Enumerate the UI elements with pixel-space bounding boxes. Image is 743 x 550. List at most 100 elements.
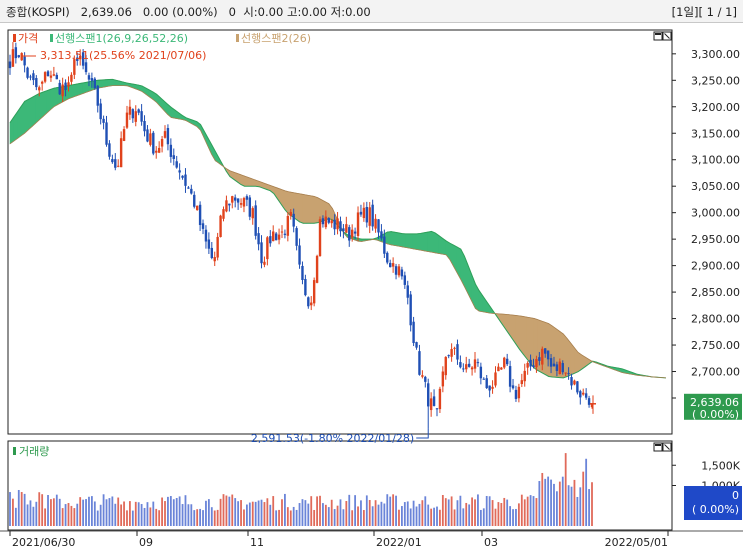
candle xyxy=(231,196,234,203)
volume-bar xyxy=(371,506,374,526)
legend-swatch xyxy=(236,34,239,42)
y-tick-label: 3,150.00 xyxy=(691,127,740,140)
cloud-segment xyxy=(299,193,304,224)
cloud-segment xyxy=(31,94,36,128)
volume-bar xyxy=(67,503,70,526)
cloud-segment xyxy=(526,316,531,365)
volume-bar xyxy=(222,494,225,526)
cloud-segment xyxy=(423,231,429,252)
y-tick-label: 3,200.00 xyxy=(691,101,740,114)
volume-bar xyxy=(228,496,231,526)
candle xyxy=(119,138,123,168)
cloud-segment xyxy=(427,231,432,253)
volume-bar xyxy=(243,509,245,526)
candle xyxy=(64,82,67,91)
candle xyxy=(324,216,328,228)
candle xyxy=(576,381,579,393)
candle xyxy=(418,351,421,375)
volume-bar xyxy=(155,508,158,526)
volume-bar xyxy=(479,509,482,526)
volume-bar xyxy=(573,479,576,526)
volume-bar xyxy=(520,494,523,526)
volume-bar xyxy=(567,485,570,526)
volume-bar xyxy=(231,494,234,526)
volume-bar xyxy=(453,509,456,526)
candle xyxy=(368,207,371,226)
volume-bar xyxy=(547,476,550,526)
volume-bar xyxy=(529,495,532,526)
volume-bar xyxy=(73,508,76,526)
volume-bar xyxy=(284,493,286,526)
volume-bar xyxy=(418,503,421,526)
candle xyxy=(73,59,76,75)
volume-bar xyxy=(193,510,196,526)
volume-bar xyxy=(85,499,87,526)
candle xyxy=(561,363,564,373)
candle xyxy=(546,350,550,360)
volume-bar xyxy=(149,507,152,526)
cloud-segment xyxy=(313,196,319,224)
volume-bar xyxy=(38,492,41,526)
volume-bar xyxy=(196,509,199,526)
volume-bar xyxy=(333,509,336,526)
candle xyxy=(245,196,249,200)
volume-bar xyxy=(362,510,365,526)
candle xyxy=(137,109,140,113)
close-icon xyxy=(664,444,670,450)
candle xyxy=(327,218,330,223)
candle xyxy=(544,348,547,354)
candle xyxy=(424,376,427,382)
symbol-summary: 종합(KOSPI) 2,639.06 0.00 (0.00%) 0 시:0.00… xyxy=(6,5,371,19)
volume-bar xyxy=(102,494,105,526)
candle xyxy=(298,245,301,265)
candle xyxy=(470,367,474,370)
volume-bar xyxy=(181,504,184,526)
y-tick-label: 2,950.00 xyxy=(691,233,740,246)
volume-bar xyxy=(269,504,272,526)
chart-area[interactable]: 가격 선행스팬1(26,9,26,52,26) 선행스팬2(26) 3,313.51(… xyxy=(0,22,743,550)
candle xyxy=(307,297,310,307)
volume-bar xyxy=(374,500,377,526)
volume-bar xyxy=(582,471,585,526)
volume-bar xyxy=(225,495,228,526)
cloud-segment xyxy=(302,194,308,224)
volume-bar xyxy=(588,489,590,526)
cloud-segment xyxy=(405,233,410,249)
volume-bar xyxy=(517,503,520,526)
volume-bar xyxy=(456,500,459,526)
candle xyxy=(213,257,216,262)
volume-bar xyxy=(35,501,38,526)
volume-bar xyxy=(237,501,240,526)
candle xyxy=(269,236,272,244)
volume-bar xyxy=(500,503,503,526)
candle xyxy=(567,373,570,375)
volume-bar xyxy=(108,498,111,526)
candle xyxy=(99,103,102,120)
cloud-segment xyxy=(409,233,414,250)
candle xyxy=(201,223,205,229)
volume-bar xyxy=(351,510,354,526)
volume-bar xyxy=(403,502,406,526)
candle xyxy=(67,82,70,87)
volume-bar xyxy=(32,506,35,526)
volume-bar xyxy=(298,503,301,526)
last-volume-change: ( 0.00%) xyxy=(692,503,739,516)
volume-bar xyxy=(205,500,207,526)
volume-bar xyxy=(152,501,155,526)
page-indicator[interactable]: [1일][ 1 / 1] xyxy=(671,5,737,19)
volume-bar xyxy=(158,510,161,526)
candle xyxy=(38,87,41,91)
volume-bar xyxy=(47,495,49,526)
volume-bar xyxy=(406,501,409,526)
candle xyxy=(453,347,456,349)
candle xyxy=(166,128,170,145)
volume-bar xyxy=(354,495,357,526)
volume-bar xyxy=(412,500,415,526)
candle xyxy=(339,221,342,232)
volume-bar xyxy=(90,496,93,526)
panel-max-button xyxy=(653,31,663,41)
candle xyxy=(590,403,594,408)
volume-bar xyxy=(377,504,380,526)
volume-bar xyxy=(477,494,479,526)
candle xyxy=(272,231,275,242)
